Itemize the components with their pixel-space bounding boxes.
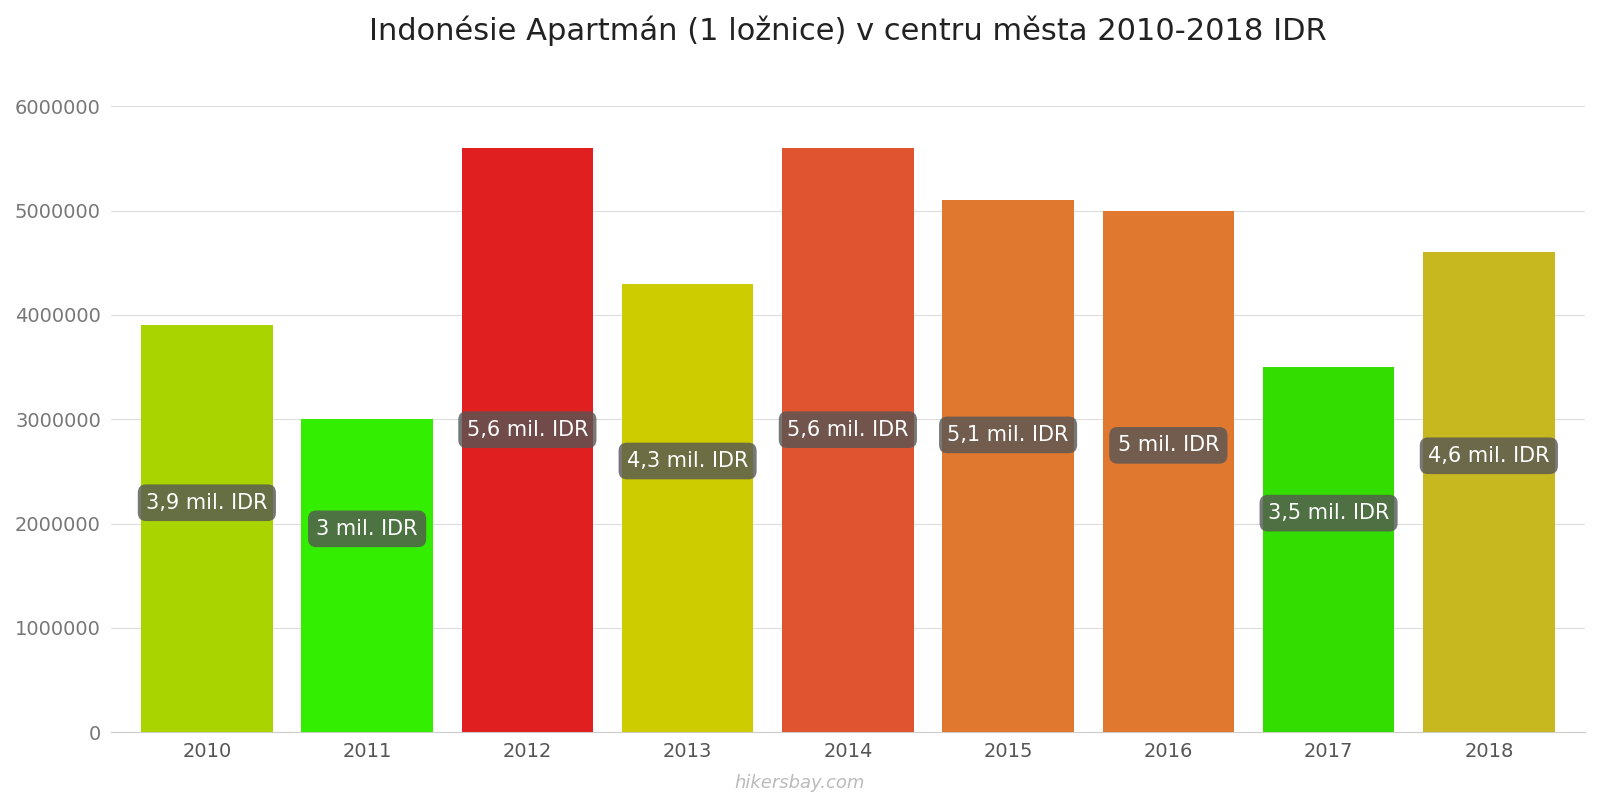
- Bar: [462, 148, 594, 732]
- Bar: [1102, 210, 1234, 732]
- Text: 4,6 mil. IDR: 4,6 mil. IDR: [1429, 446, 1550, 466]
- Text: 3 mil. IDR: 3 mil. IDR: [317, 519, 418, 539]
- Text: 4,3 mil. IDR: 4,3 mil. IDR: [627, 451, 749, 471]
- Text: 3,9 mil. IDR: 3,9 mil. IDR: [146, 493, 267, 513]
- Bar: [942, 200, 1074, 732]
- Text: 5,6 mil. IDR: 5,6 mil. IDR: [787, 420, 909, 440]
- Text: 5 mil. IDR: 5 mil. IDR: [1118, 435, 1219, 455]
- Bar: [301, 419, 434, 732]
- Bar: [622, 284, 754, 732]
- Bar: [141, 326, 272, 732]
- Text: 5,6 mil. IDR: 5,6 mil. IDR: [467, 420, 589, 440]
- Bar: [1262, 367, 1394, 732]
- Text: 3,5 mil. IDR: 3,5 mil. IDR: [1267, 503, 1389, 523]
- Title: Indonésie Apartmán (1 ložnice) v centru města 2010-2018 IDR: Indonésie Apartmán (1 ložnice) v centru …: [370, 15, 1326, 46]
- Bar: [1422, 252, 1555, 732]
- Text: hikersbay.com: hikersbay.com: [734, 774, 866, 792]
- Text: 5,1 mil. IDR: 5,1 mil. IDR: [947, 425, 1069, 445]
- Bar: [782, 148, 914, 732]
